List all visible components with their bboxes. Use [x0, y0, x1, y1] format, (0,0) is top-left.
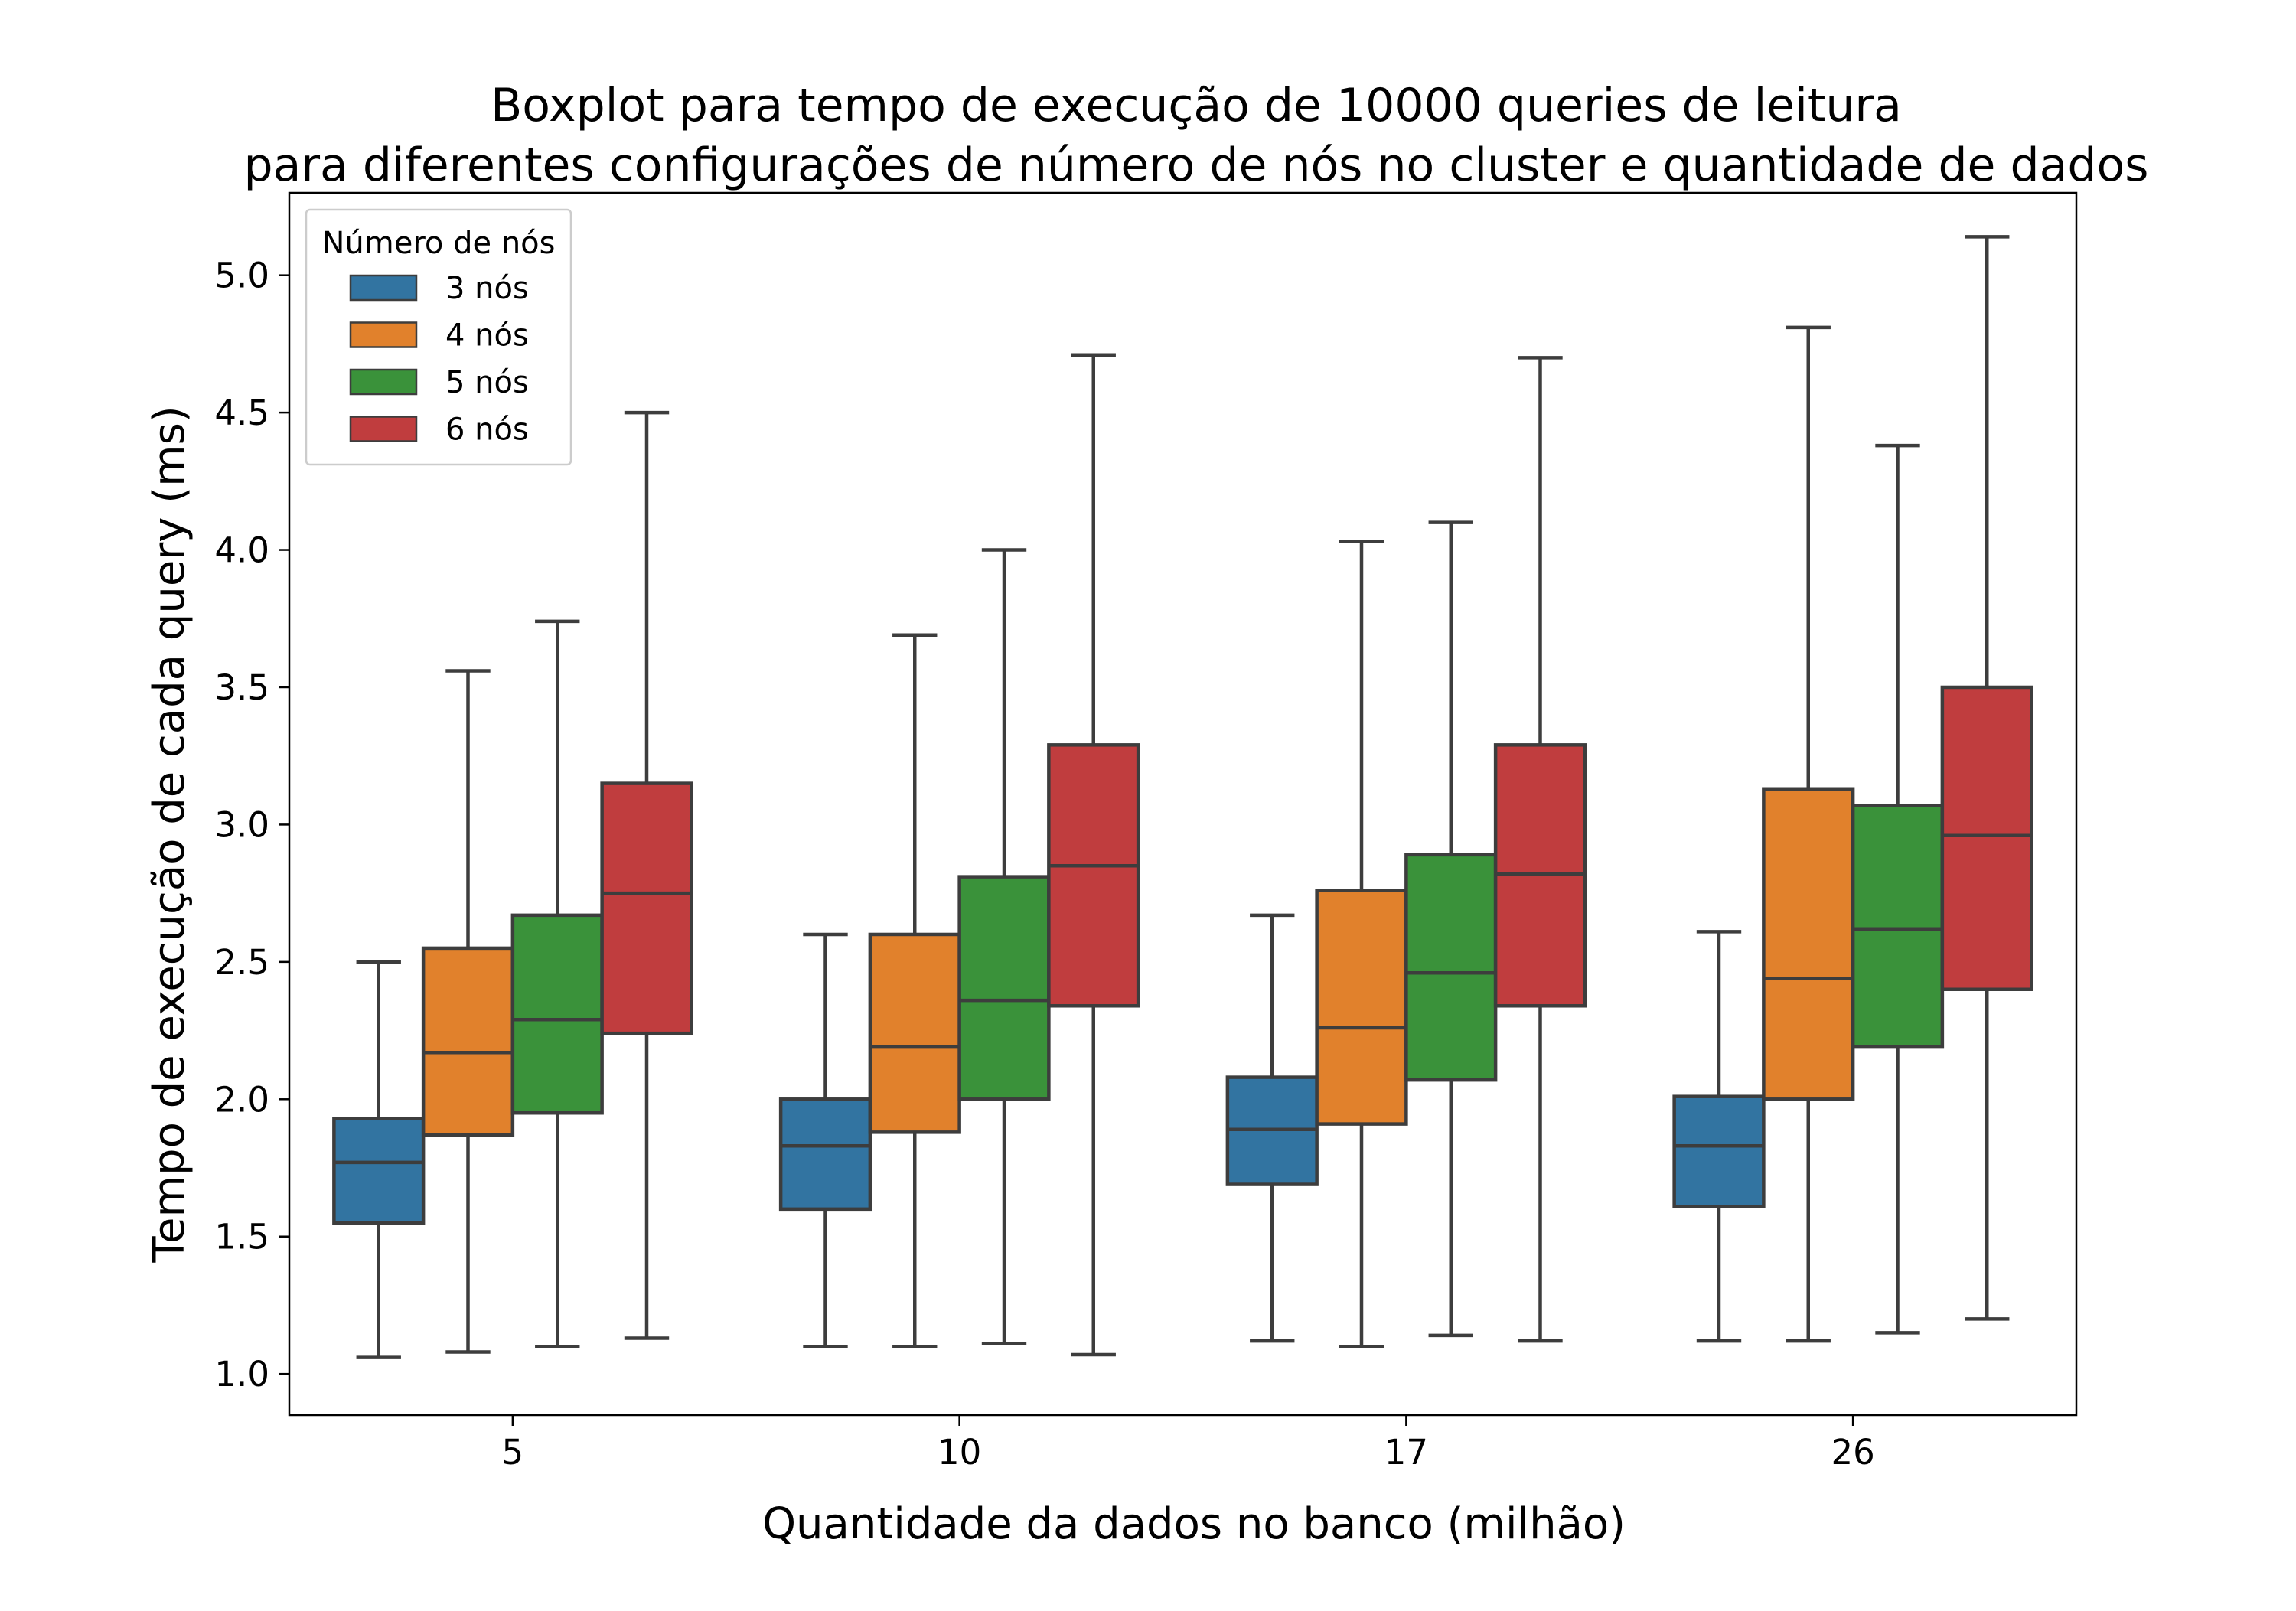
box-iqr	[1762, 787, 1855, 1101]
box-6-nós-10	[1047, 353, 1140, 1357]
plot-frame	[288, 191, 2078, 1417]
box-3-nós-26	[1672, 930, 1766, 1343]
plot-area: 1.0 1.5 2.0 2.5 3.0 3.5 4.0 4.5 5.0 5 10 17 26	[214, 191, 2078, 1472]
box-iqr	[510, 913, 604, 1115]
box-iqr	[1672, 1094, 1766, 1208]
legend-title: Número de nós	[322, 226, 556, 261]
box-6-nós-26	[1940, 235, 2033, 1321]
box-5-nós-17	[1404, 520, 1498, 1338]
legend-swatch	[349, 321, 418, 348]
y-tick-label: 1.5	[214, 1217, 269, 1257]
box-6-nós-5	[600, 410, 693, 1340]
box-iqr	[1315, 889, 1408, 1126]
box-6-nós-17	[1493, 356, 1587, 1343]
box-4-nós-26	[1762, 325, 1855, 1343]
y-axis-label: Tempo de execução de cada query (ms)	[145, 406, 194, 1263]
legend-swatch	[349, 274, 418, 302]
box-iqr	[1404, 853, 1498, 1082]
y-tick-label: 3.0	[214, 804, 269, 845]
box-5-nós-26	[1851, 443, 1945, 1335]
legend-frame	[305, 208, 572, 466]
box-iqr	[1851, 804, 1945, 1049]
box-3-nós-17	[1225, 913, 1319, 1343]
box-5-nós-10	[957, 548, 1051, 1345]
box-iqr	[332, 1117, 426, 1225]
chart-title-line1: Boxplot para tempo de execução de 10000 …	[491, 79, 1902, 132]
chart-title-line2: para diferentes configurações de número …	[244, 139, 2149, 192]
box-3-nós-5	[332, 960, 426, 1359]
box-iqr	[1940, 685, 2033, 991]
box-4-nós-17	[1315, 540, 1408, 1348]
box-iqr	[778, 1097, 872, 1212]
box-3-nós-10	[778, 932, 872, 1348]
legend: Número de nós 3 nós 4 nós 5 nós 6 nós	[305, 208, 572, 466]
x-tick-label: 26	[1831, 1432, 1874, 1472]
y-tick-label: 4.0	[214, 530, 269, 571]
legend-entry-label: 3 nós	[445, 271, 529, 306]
legend-entry-label: 4 nós	[445, 318, 529, 354]
box-iqr	[957, 875, 1051, 1101]
box-4-nós-5	[421, 669, 515, 1354]
box-iqr	[1047, 743, 1140, 1008]
box-5-nós-5	[510, 619, 604, 1348]
x-tick-label: 5	[502, 1432, 524, 1472]
x-tick-label: 17	[1384, 1432, 1428, 1472]
y-tick-label: 5.0	[214, 256, 269, 296]
box-iqr	[868, 932, 961, 1134]
legend-swatch	[349, 416, 418, 442]
y-tick-label: 4.5	[214, 393, 269, 433]
y-tick-label: 2.5	[214, 942, 269, 983]
legend-entry-label: 5 nós	[445, 365, 529, 400]
box-iqr	[421, 946, 515, 1137]
x-axis-label: Quantidade da dados no banco (milhão)	[762, 1499, 1626, 1549]
y-tick-label: 1.0	[214, 1354, 269, 1394]
y-tick-label: 3.5	[214, 667, 269, 708]
box-iqr	[600, 781, 693, 1035]
legend-swatch	[349, 368, 418, 396]
legend-entry-label: 6 nós	[445, 413, 529, 448]
y-tick-label: 2.0	[214, 1079, 269, 1120]
x-tick-label: 10	[938, 1432, 981, 1472]
box-4-nós-10	[868, 633, 961, 1348]
